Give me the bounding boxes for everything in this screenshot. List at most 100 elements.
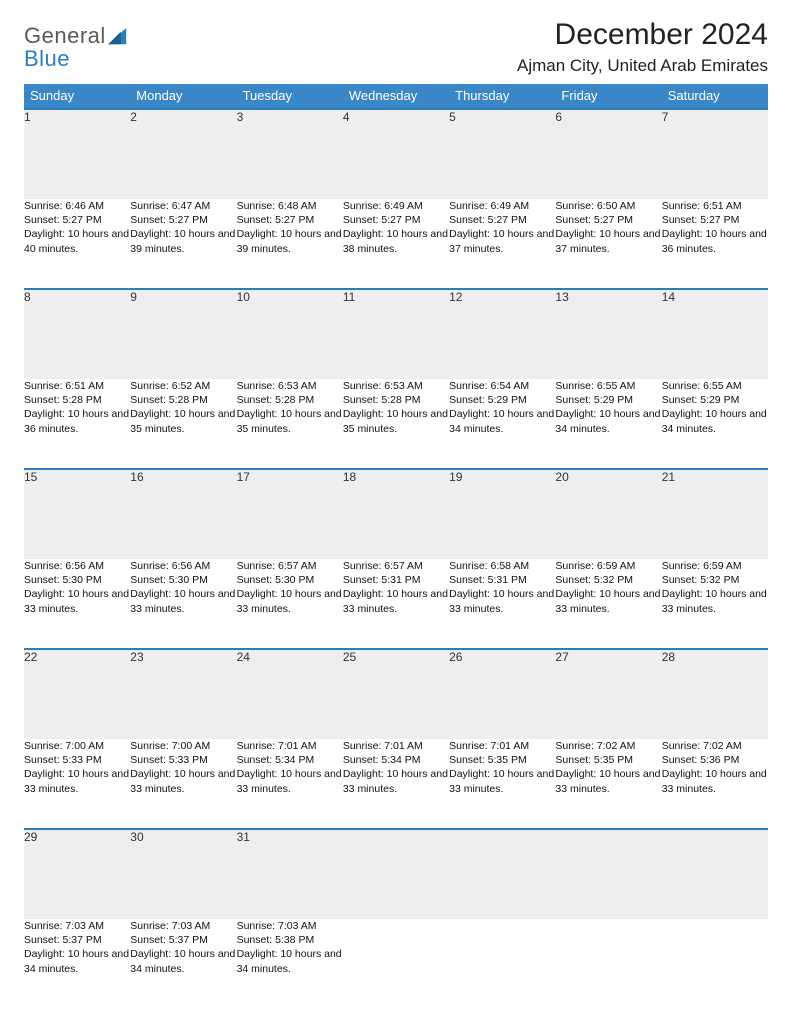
daylight-text: Daylight: 10 hours and 39 minutes.: [130, 227, 236, 255]
daylight-text: Daylight: 10 hours and 36 minutes.: [24, 407, 130, 435]
sunrise-text: Sunrise: 6:53 AM: [343, 379, 449, 393]
sunrise-text: Sunrise: 7:03 AM: [237, 919, 343, 933]
daylight-text: Daylight: 10 hours and 34 minutes.: [555, 407, 661, 435]
daylight-text: Daylight: 10 hours and 37 minutes.: [555, 227, 661, 255]
day-body-row: Sunrise: 6:56 AMSunset: 5:30 PMDaylight:…: [24, 559, 768, 649]
day-number-cell: 23: [130, 649, 236, 739]
sunset-text: Sunset: 5:29 PM: [449, 393, 555, 407]
day-number-cell: 7: [662, 109, 768, 199]
daylight-text: Daylight: 10 hours and 33 minutes.: [449, 767, 555, 795]
day-body-cell: Sunrise: 6:57 AMSunset: 5:30 PMDaylight:…: [237, 559, 343, 649]
day-body-cell: Sunrise: 7:01 AMSunset: 5:34 PMDaylight:…: [237, 739, 343, 829]
day-number-row: 22232425262728: [24, 649, 768, 739]
day-number-cell: 27: [555, 649, 661, 739]
day-number-cell: 10: [237, 289, 343, 379]
day-body-cell: Sunrise: 7:03 AMSunset: 5:37 PMDaylight:…: [24, 919, 130, 1009]
sunset-text: Sunset: 5:33 PM: [24, 753, 130, 767]
day-number-cell: 18: [343, 469, 449, 559]
day-number-cell: 12: [449, 289, 555, 379]
sunrise-text: Sunrise: 7:00 AM: [24, 739, 130, 753]
day-number-cell: 13: [555, 289, 661, 379]
day-body-cell: Sunrise: 6:56 AMSunset: 5:30 PMDaylight:…: [130, 559, 236, 649]
day-body-cell: Sunrise: 7:03 AMSunset: 5:37 PMDaylight:…: [130, 919, 236, 1009]
day-body-cell: Sunrise: 6:58 AMSunset: 5:31 PMDaylight:…: [449, 559, 555, 649]
sunset-text: Sunset: 5:34 PM: [237, 753, 343, 767]
daylight-text: Daylight: 10 hours and 40 minutes.: [24, 227, 130, 255]
sunrise-text: Sunrise: 6:51 AM: [24, 379, 130, 393]
daylight-text: Daylight: 10 hours and 33 minutes.: [237, 587, 343, 615]
day-body-cell: [662, 919, 768, 1009]
day-number-cell: 16: [130, 469, 236, 559]
sunset-text: Sunset: 5:30 PM: [130, 573, 236, 587]
day-body-cell: Sunrise: 6:52 AMSunset: 5:28 PMDaylight:…: [130, 379, 236, 469]
day-number-cell: 24: [237, 649, 343, 739]
day-body-cell: Sunrise: 6:55 AMSunset: 5:29 PMDaylight:…: [555, 379, 661, 469]
sunset-text: Sunset: 5:27 PM: [343, 213, 449, 227]
day-body-cell: Sunrise: 6:51 AMSunset: 5:27 PMDaylight:…: [662, 199, 768, 289]
daylight-text: Daylight: 10 hours and 34 minutes.: [449, 407, 555, 435]
day-number-cell: 28: [662, 649, 768, 739]
day-number-cell: 22: [24, 649, 130, 739]
sunrise-text: Sunrise: 6:48 AM: [237, 199, 343, 213]
sunrise-text: Sunrise: 6:56 AM: [130, 559, 236, 573]
sunset-text: Sunset: 5:37 PM: [130, 933, 236, 947]
day-number-cell: 3: [237, 109, 343, 199]
sunset-text: Sunset: 5:34 PM: [343, 753, 449, 767]
sunset-text: Sunset: 5:28 PM: [237, 393, 343, 407]
day-body-cell: Sunrise: 6:50 AMSunset: 5:27 PMDaylight:…: [555, 199, 661, 289]
sunset-text: Sunset: 5:28 PM: [24, 393, 130, 407]
sunrise-text: Sunrise: 7:03 AM: [24, 919, 130, 933]
daylight-text: Daylight: 10 hours and 35 minutes.: [130, 407, 236, 435]
day-body-cell: Sunrise: 7:01 AMSunset: 5:35 PMDaylight:…: [449, 739, 555, 829]
day-body-cell: Sunrise: 6:59 AMSunset: 5:32 PMDaylight:…: [555, 559, 661, 649]
day-number-cell: 14: [662, 289, 768, 379]
day-body-cell: Sunrise: 6:53 AMSunset: 5:28 PMDaylight:…: [237, 379, 343, 469]
day-number-cell: 1: [24, 109, 130, 199]
sunrise-text: Sunrise: 7:00 AM: [130, 739, 236, 753]
day-body-cell: Sunrise: 7:00 AMSunset: 5:33 PMDaylight:…: [130, 739, 236, 829]
logo-sail-icon: [108, 28, 130, 46]
weekday-header-cell: Saturday: [662, 84, 768, 109]
day-body-row: Sunrise: 6:46 AMSunset: 5:27 PMDaylight:…: [24, 199, 768, 289]
sunset-text: Sunset: 5:35 PM: [555, 753, 661, 767]
day-number-row: 891011121314: [24, 289, 768, 379]
logo-line1: General: [24, 24, 106, 47]
sunset-text: Sunset: 5:30 PM: [237, 573, 343, 587]
daylight-text: Daylight: 10 hours and 33 minutes.: [343, 767, 449, 795]
day-number-cell: 26: [449, 649, 555, 739]
sunrise-text: Sunrise: 6:50 AM: [555, 199, 661, 213]
sunrise-text: Sunrise: 6:52 AM: [130, 379, 236, 393]
day-body-cell: Sunrise: 7:01 AMSunset: 5:34 PMDaylight:…: [343, 739, 449, 829]
sunrise-text: Sunrise: 6:59 AM: [555, 559, 661, 573]
sunrise-text: Sunrise: 6:47 AM: [130, 199, 236, 213]
sunrise-text: Sunrise: 7:02 AM: [662, 739, 768, 753]
sunrise-text: Sunrise: 6:57 AM: [343, 559, 449, 573]
sunset-text: Sunset: 5:27 PM: [662, 213, 768, 227]
weekday-header-cell: Friday: [555, 84, 661, 109]
title-block: December 2024 Ajman City, United Arab Em…: [517, 18, 768, 76]
daylight-text: Daylight: 10 hours and 33 minutes.: [662, 587, 768, 615]
daylight-text: Daylight: 10 hours and 34 minutes.: [662, 407, 768, 435]
sunset-text: Sunset: 5:30 PM: [24, 573, 130, 587]
day-body-cell: [555, 919, 661, 1009]
sunrise-text: Sunrise: 6:55 AM: [555, 379, 661, 393]
weekday-header-cell: Wednesday: [343, 84, 449, 109]
sunrise-text: Sunrise: 7:01 AM: [237, 739, 343, 753]
daylight-text: Daylight: 10 hours and 33 minutes.: [555, 767, 661, 795]
logo-line2: Blue: [24, 47, 106, 70]
day-number-row: 15161718192021: [24, 469, 768, 559]
logo: General Blue: [24, 18, 130, 70]
logo-text: General Blue: [24, 24, 106, 70]
day-body-row: Sunrise: 7:03 AMSunset: 5:37 PMDaylight:…: [24, 919, 768, 1009]
day-body-cell: Sunrise: 6:49 AMSunset: 5:27 PMDaylight:…: [449, 199, 555, 289]
sunset-text: Sunset: 5:37 PM: [24, 933, 130, 947]
day-number-cell: 21: [662, 469, 768, 559]
daylight-text: Daylight: 10 hours and 33 minutes.: [555, 587, 661, 615]
day-body-cell: Sunrise: 6:51 AMSunset: 5:28 PMDaylight:…: [24, 379, 130, 469]
day-body-cell: Sunrise: 7:02 AMSunset: 5:36 PMDaylight:…: [662, 739, 768, 829]
daylight-text: Daylight: 10 hours and 37 minutes.: [449, 227, 555, 255]
day-number-cell: [343, 829, 449, 919]
location-subtitle: Ajman City, United Arab Emirates: [517, 56, 768, 76]
weekday-header-cell: Tuesday: [237, 84, 343, 109]
day-number-cell: 9: [130, 289, 236, 379]
